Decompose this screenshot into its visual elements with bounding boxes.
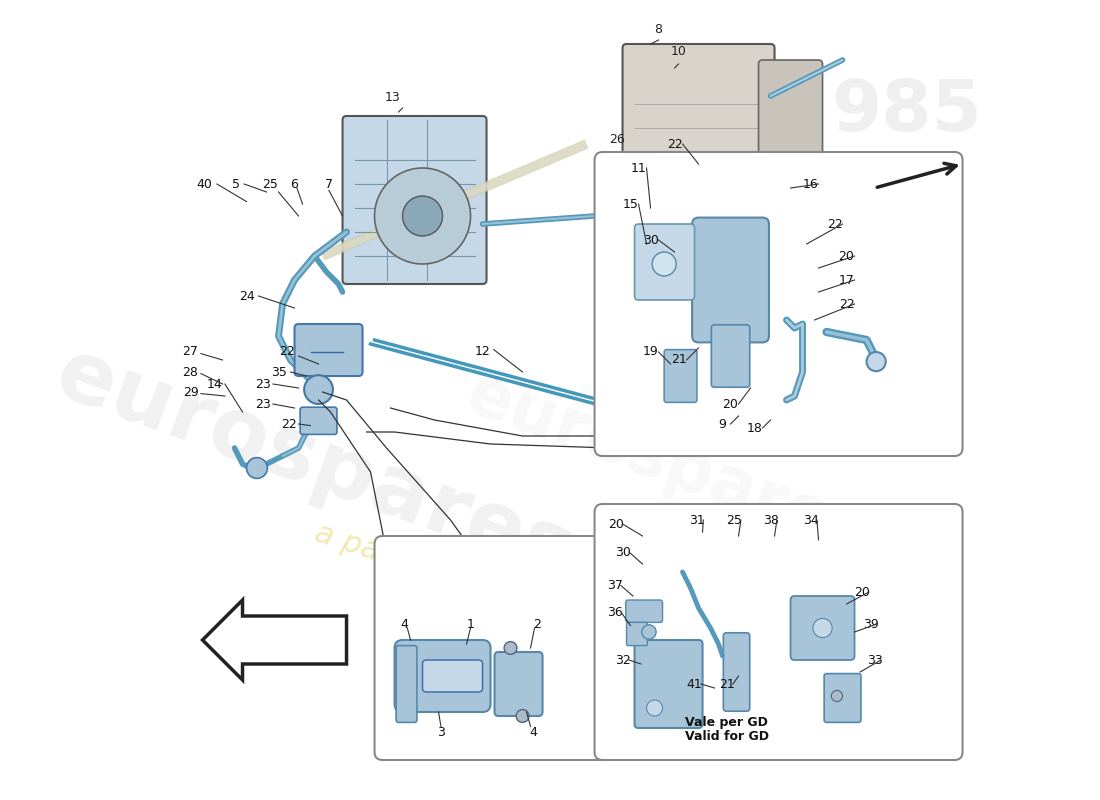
Text: 29: 29 (183, 386, 198, 398)
Text: 20: 20 (608, 518, 624, 530)
Circle shape (304, 375, 333, 404)
Text: 39: 39 (862, 618, 879, 630)
Text: 22: 22 (838, 298, 855, 310)
Text: 20: 20 (723, 398, 738, 410)
Text: 38: 38 (762, 514, 779, 526)
Text: 32: 32 (615, 654, 630, 666)
Text: 20: 20 (855, 586, 870, 598)
FancyBboxPatch shape (422, 660, 483, 692)
Text: a passion for parts: a passion for parts (616, 529, 845, 623)
FancyBboxPatch shape (824, 674, 861, 722)
Text: 8: 8 (654, 23, 662, 36)
Text: 22: 22 (278, 346, 295, 358)
Text: 16: 16 (803, 178, 818, 190)
Text: a passion for parts: a passion for parts (310, 518, 591, 634)
Text: 35: 35 (271, 366, 286, 378)
FancyBboxPatch shape (295, 324, 363, 376)
Text: 28: 28 (183, 366, 198, 378)
FancyBboxPatch shape (635, 224, 694, 300)
Text: 11: 11 (630, 162, 647, 174)
Text: Valid for GD: Valid for GD (684, 730, 769, 742)
Text: 22: 22 (282, 418, 297, 430)
Circle shape (647, 700, 662, 716)
Text: 23: 23 (255, 398, 271, 410)
Text: 5: 5 (232, 178, 240, 190)
Text: 15: 15 (623, 198, 638, 210)
FancyBboxPatch shape (395, 640, 491, 712)
FancyBboxPatch shape (396, 646, 417, 722)
Circle shape (374, 168, 471, 264)
Text: 6: 6 (290, 178, 298, 190)
FancyBboxPatch shape (623, 44, 774, 228)
Circle shape (813, 618, 832, 638)
Circle shape (641, 625, 656, 639)
Text: 2: 2 (534, 618, 541, 630)
FancyBboxPatch shape (594, 152, 962, 456)
Text: 25: 25 (263, 178, 278, 190)
FancyBboxPatch shape (635, 640, 703, 728)
Text: 27: 27 (183, 346, 198, 358)
FancyBboxPatch shape (692, 218, 769, 342)
Circle shape (504, 642, 517, 654)
Text: Vale per GD: Vale per GD (685, 716, 768, 729)
Text: 23: 23 (255, 378, 271, 390)
Text: 19: 19 (642, 346, 659, 358)
Text: 22: 22 (827, 218, 843, 230)
Text: 36: 36 (607, 606, 623, 618)
Text: 13: 13 (385, 91, 400, 104)
Text: 10: 10 (671, 46, 686, 58)
Text: 14: 14 (207, 378, 222, 390)
Text: 30: 30 (642, 234, 659, 246)
Text: 37: 37 (606, 579, 623, 592)
FancyBboxPatch shape (724, 633, 750, 711)
Text: 22: 22 (667, 138, 682, 150)
Text: 18: 18 (747, 422, 762, 434)
Text: 30: 30 (615, 546, 630, 558)
FancyBboxPatch shape (791, 596, 855, 660)
Text: 3: 3 (437, 726, 444, 738)
Text: 12: 12 (475, 346, 491, 358)
Text: 21: 21 (718, 678, 735, 690)
Text: 34: 34 (803, 514, 818, 526)
Text: 4: 4 (400, 618, 408, 630)
Text: 985: 985 (832, 78, 982, 146)
Text: 40: 40 (196, 178, 212, 190)
Circle shape (867, 352, 886, 371)
Circle shape (516, 710, 529, 722)
Circle shape (246, 458, 267, 478)
FancyBboxPatch shape (712, 325, 750, 387)
Text: eurospares: eurospares (458, 361, 876, 567)
Circle shape (832, 690, 843, 702)
FancyBboxPatch shape (626, 600, 662, 622)
Text: 33: 33 (867, 654, 882, 666)
Text: 7: 7 (324, 178, 333, 190)
Text: 17: 17 (838, 274, 855, 286)
Polygon shape (202, 600, 346, 680)
FancyBboxPatch shape (300, 407, 337, 434)
Text: 25: 25 (727, 514, 742, 526)
Text: 1: 1 (466, 618, 474, 630)
FancyBboxPatch shape (664, 350, 697, 402)
FancyBboxPatch shape (374, 536, 606, 760)
Text: 4: 4 (530, 726, 538, 738)
FancyBboxPatch shape (495, 652, 542, 716)
Text: 31: 31 (689, 514, 705, 526)
FancyBboxPatch shape (759, 60, 823, 180)
Text: 21: 21 (671, 354, 686, 366)
Text: 26: 26 (609, 134, 625, 146)
Text: 20: 20 (838, 250, 855, 262)
FancyBboxPatch shape (342, 116, 486, 284)
Text: 41: 41 (686, 678, 703, 690)
FancyBboxPatch shape (627, 622, 647, 646)
Circle shape (403, 196, 442, 236)
Text: eurospares: eurospares (44, 332, 585, 596)
FancyBboxPatch shape (594, 504, 962, 760)
Circle shape (652, 252, 676, 276)
Text: 9: 9 (718, 418, 726, 430)
Text: 24: 24 (239, 290, 254, 302)
